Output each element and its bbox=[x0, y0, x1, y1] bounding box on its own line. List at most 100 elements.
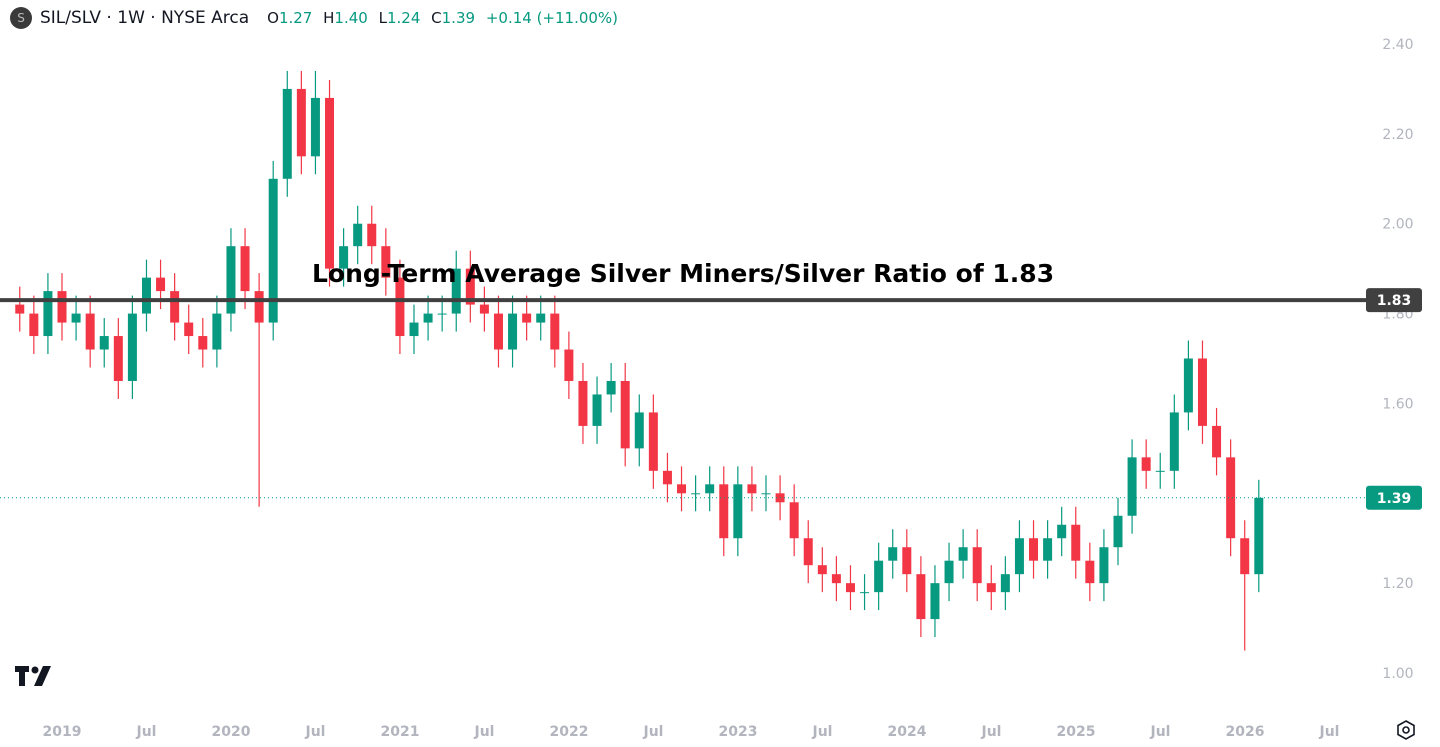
x-tick-label: Jul bbox=[136, 724, 157, 740]
candle-body bbox=[268, 178, 278, 323]
candle-body bbox=[156, 277, 166, 292]
candle-body bbox=[705, 484, 715, 494]
candle-body bbox=[1240, 538, 1250, 575]
y-tick-label: 2.00 bbox=[1382, 217, 1413, 233]
high-value: 1.40 bbox=[334, 9, 368, 27]
candle-body bbox=[902, 547, 912, 575]
candle-body bbox=[606, 380, 616, 395]
x-tick-label: 2020 bbox=[212, 724, 251, 740]
candle-body bbox=[381, 246, 391, 278]
candle-body bbox=[677, 484, 687, 494]
candle-body bbox=[493, 313, 503, 350]
price-axis: 2.402.202.001.801.601.201.00 bbox=[1382, 37, 1413, 682]
x-tick-label: 2022 bbox=[550, 724, 589, 740]
candle-body bbox=[930, 583, 940, 620]
candle-body bbox=[437, 313, 447, 315]
candle-body bbox=[141, 277, 151, 314]
low-value: 1.24 bbox=[386, 9, 421, 27]
candle-body bbox=[310, 97, 320, 157]
candle-body bbox=[536, 313, 546, 323]
candle-body bbox=[845, 583, 855, 593]
close-label: C bbox=[431, 9, 442, 27]
candle-body bbox=[113, 336, 123, 381]
candle-body bbox=[986, 583, 996, 593]
close-value: 1.39 bbox=[441, 9, 476, 27]
candle-body bbox=[409, 322, 419, 337]
x-tick-label: Jul bbox=[474, 724, 495, 740]
candle-body bbox=[296, 88, 306, 157]
candle-body bbox=[578, 380, 588, 426]
interval[interactable]: 1W bbox=[117, 8, 145, 28]
candle-body bbox=[860, 592, 870, 594]
candle-body bbox=[550, 313, 560, 350]
candle-body bbox=[803, 538, 813, 566]
candles bbox=[15, 70, 1264, 651]
candle-body bbox=[1212, 425, 1222, 458]
candle-body bbox=[817, 565, 827, 575]
ohlc-values: O1.27 H1.40 L1.24 C1.39 +0.14 (+11.00%) bbox=[261, 9, 618, 27]
y-tick-label: 1.60 bbox=[1382, 396, 1413, 412]
candle-body bbox=[648, 412, 658, 471]
candle-body bbox=[1014, 538, 1024, 575]
exchange: NYSE Arca bbox=[161, 8, 250, 28]
candle-body bbox=[1113, 515, 1123, 548]
x-tick-label: Jul bbox=[812, 724, 833, 740]
candle-body bbox=[691, 493, 701, 495]
symbol-name[interactable]: SIL/SLV bbox=[40, 8, 102, 28]
candle-body bbox=[958, 547, 968, 561]
candle-body bbox=[353, 223, 363, 247]
high-label: H bbox=[323, 9, 335, 27]
candle-body bbox=[282, 88, 292, 179]
x-tick-label: 2023 bbox=[719, 724, 758, 740]
candle-body bbox=[1000, 574, 1010, 593]
candle-body bbox=[1141, 457, 1151, 471]
candle-body bbox=[634, 412, 644, 449]
candle-body bbox=[71, 313, 81, 323]
candle-body bbox=[972, 547, 982, 584]
x-tick-label: 2024 bbox=[888, 724, 927, 740]
candle-body bbox=[789, 502, 799, 539]
last-price-label-box bbox=[1366, 485, 1422, 510]
candle-body bbox=[15, 304, 25, 314]
candle-body bbox=[184, 322, 194, 337]
x-tick-label: Jul bbox=[1319, 724, 1340, 740]
y-tick-label: 2.40 bbox=[1382, 37, 1413, 53]
candle-body bbox=[423, 313, 433, 323]
average-annotation: Long-Term Average Silver Miners/Silver R… bbox=[312, 259, 1054, 288]
candle-body bbox=[240, 246, 250, 292]
y-tick-label: 1.00 bbox=[1382, 666, 1413, 682]
candle-body bbox=[719, 484, 729, 539]
open-label: O bbox=[267, 9, 279, 27]
candle-body bbox=[733, 484, 743, 539]
candle-body bbox=[522, 313, 532, 323]
candle-body bbox=[1254, 497, 1264, 575]
candle-body bbox=[254, 291, 264, 323]
candle-body bbox=[874, 560, 884, 593]
x-tick-label: 2025 bbox=[1057, 724, 1096, 740]
candle-body bbox=[1057, 524, 1067, 539]
candle-body bbox=[212, 313, 222, 350]
candle-body bbox=[662, 470, 672, 485]
candle-body bbox=[43, 291, 53, 337]
candle-body bbox=[1183, 358, 1193, 413]
x-tick-label: Jul bbox=[643, 724, 664, 740]
symbol-logo-icon: S bbox=[10, 7, 32, 29]
candle-body bbox=[479, 304, 489, 314]
candle-body bbox=[1197, 358, 1207, 426]
x-tick-label: 2019 bbox=[43, 724, 82, 740]
candle-body bbox=[508, 313, 518, 350]
candle-body bbox=[198, 336, 208, 350]
x-tick-label: 2026 bbox=[1226, 724, 1265, 740]
settings-icon[interactable] bbox=[1397, 720, 1415, 740]
low-label: L bbox=[378, 9, 387, 27]
chart-legend: S SIL/SLV · 1W · NYSE Arca O1.27 H1.40 L… bbox=[10, 7, 618, 29]
candle-body bbox=[57, 291, 67, 323]
tradingview-logo-icon bbox=[15, 666, 51, 686]
candle-body bbox=[564, 349, 574, 381]
y-tick-label: 2.20 bbox=[1382, 127, 1413, 143]
candle-body bbox=[465, 268, 475, 305]
change-value: +0.14 (+11.00%) bbox=[485, 9, 619, 27]
candle-body bbox=[1085, 560, 1095, 584]
candle-body bbox=[592, 394, 602, 426]
